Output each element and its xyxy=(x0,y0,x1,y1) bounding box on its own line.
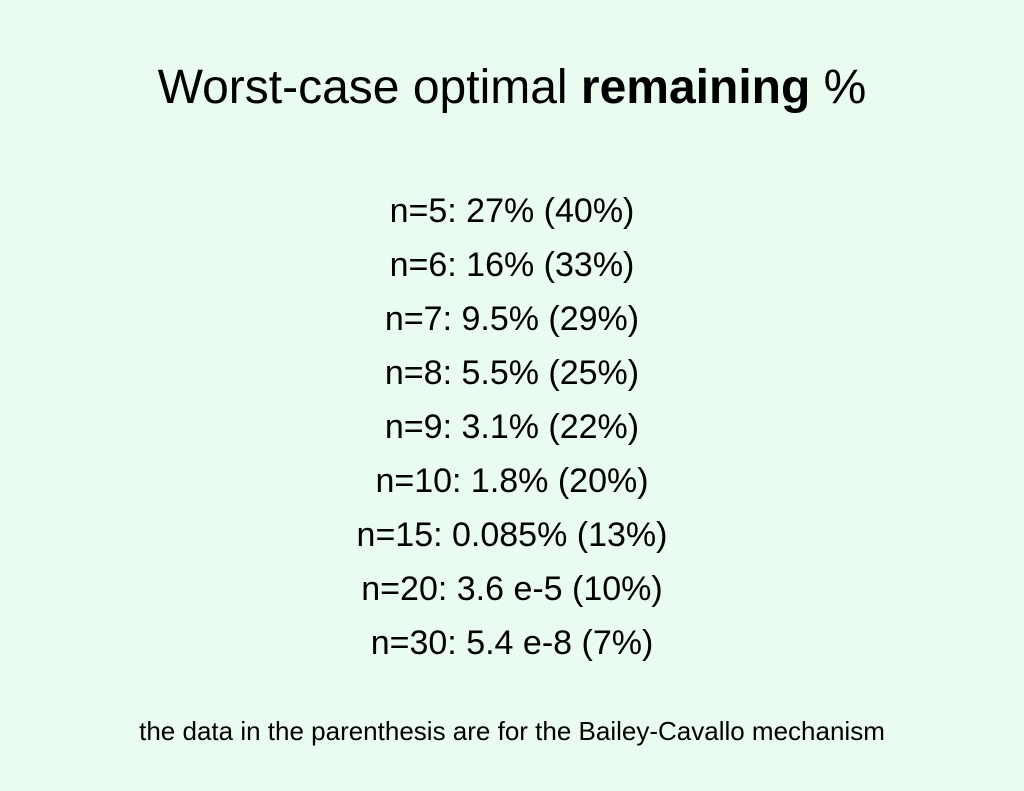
result-n8: n=8: 5.5% (25%) xyxy=(384,354,640,392)
result-n6: n=6: 16% (33%) xyxy=(389,246,635,284)
results-list: n=5: 27% (40%) n=6: 16% (33%) n=7: 9.5% … xyxy=(0,184,1024,670)
result-n30: n=30: 5.4 e-8 (7%) xyxy=(370,624,654,662)
result-n5: n=5: 27% (40%) xyxy=(389,192,635,230)
title-emphasis: remaining xyxy=(580,61,811,114)
slide-title: Worst-case optimal remaining % xyxy=(0,58,1024,118)
result-n10: n=10: 1.8% (20%) xyxy=(375,462,649,500)
result-n7: n=7: 9.5% (29%) xyxy=(384,300,640,338)
result-n15: n=15: 0.085% (13%) xyxy=(356,516,668,554)
footnote: the data in the parenthesis are for the … xyxy=(139,716,885,746)
result-n20: n=20: 3.6 e-5 (10%) xyxy=(361,570,663,608)
result-n9: n=9: 3.1% (22%) xyxy=(384,408,640,446)
title-suffix: % xyxy=(810,61,867,114)
title-prefix: Worst-case optimal xyxy=(157,61,581,114)
